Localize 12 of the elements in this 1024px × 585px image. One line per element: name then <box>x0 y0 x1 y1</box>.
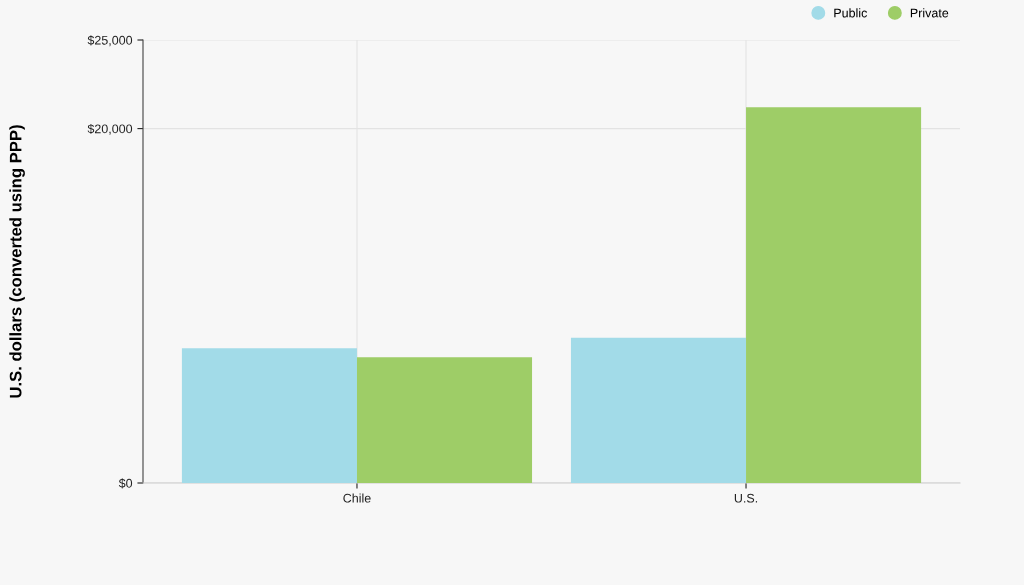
y-tick-label: $0 <box>118 478 133 489</box>
legend-label: Public <box>834 8 868 18</box>
x-tick-label: U.S. <box>734 493 758 503</box>
bar <box>181 348 357 483</box>
bar <box>356 357 533 483</box>
x-tick-label: Chile <box>343 493 371 503</box>
bar <box>570 337 747 483</box>
legend-label: Private <box>910 8 949 18</box>
y-axis-title: U.S. dollars (converted using PPP) <box>9 125 25 398</box>
bar <box>746 107 922 483</box>
y-tick-label: $25,000 <box>87 35 133 47</box>
y-tick-label: $20,000 <box>87 123 133 135</box>
